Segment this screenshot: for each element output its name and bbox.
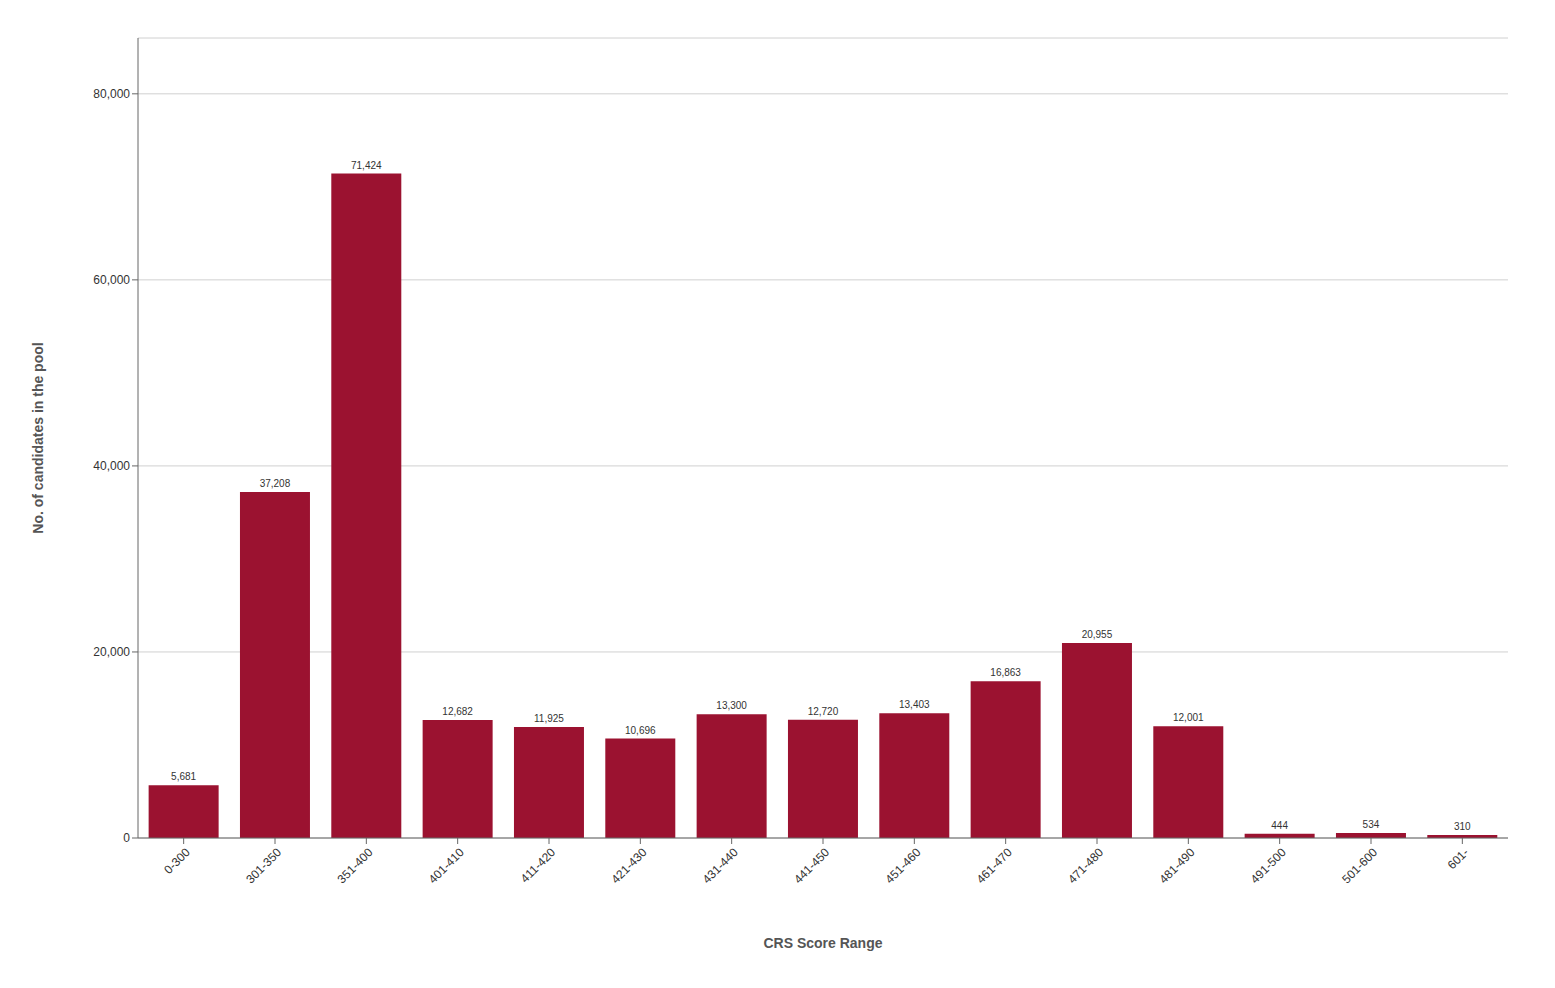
svg-text:80,000: 80,000 <box>93 87 130 101</box>
svg-text:401-410: 401-410 <box>426 845 467 886</box>
svg-text:534: 534 <box>1363 819 1380 830</box>
svg-text:310: 310 <box>1454 821 1471 832</box>
svg-text:5,681: 5,681 <box>171 771 196 782</box>
svg-text:11,925: 11,925 <box>534 713 564 724</box>
svg-text:301-350: 301-350 <box>243 845 284 886</box>
svg-text:71,424: 71,424 <box>351 160 382 171</box>
svg-text:37,208: 37,208 <box>260 478 291 489</box>
svg-text:0: 0 <box>123 831 130 845</box>
svg-text:No. of candidates in the pool: No. of candidates in the pool <box>30 342 46 533</box>
svg-text:40,000: 40,000 <box>93 459 130 473</box>
svg-text:16,863: 16,863 <box>990 667 1021 678</box>
svg-text:471-480: 471-480 <box>1065 845 1106 886</box>
svg-text:60,000: 60,000 <box>93 273 130 287</box>
svg-text:601-: 601- <box>1445 845 1472 872</box>
svg-text:451-460: 451-460 <box>882 845 923 886</box>
svg-text:351-400: 351-400 <box>334 845 375 886</box>
svg-text:CRS Score Range: CRS Score Range <box>763 935 882 951</box>
svg-text:12,001: 12,001 <box>1173 712 1204 723</box>
svg-text:10,696: 10,696 <box>625 725 656 736</box>
svg-text:20,000: 20,000 <box>93 645 130 659</box>
svg-text:12,720: 12,720 <box>808 706 839 717</box>
svg-text:0-300: 0-300 <box>161 845 193 877</box>
svg-text:20,955: 20,955 <box>1082 629 1113 640</box>
svg-text:13,300: 13,300 <box>716 700 747 711</box>
svg-text:13,403: 13,403 <box>899 699 930 710</box>
svg-text:441-450: 441-450 <box>791 845 832 886</box>
svg-text:431-440: 431-440 <box>700 845 741 886</box>
svg-text:444: 444 <box>1271 820 1288 831</box>
svg-text:461-470: 461-470 <box>974 845 1015 886</box>
svg-text:491-500: 491-500 <box>1248 845 1289 886</box>
svg-text:481-490: 481-490 <box>1156 845 1197 886</box>
svg-text:501-600: 501-600 <box>1339 845 1380 886</box>
svg-text:12,682: 12,682 <box>442 706 473 717</box>
svg-text:411-420: 411-420 <box>518 845 559 886</box>
svg-text:421-430: 421-430 <box>608 845 649 886</box>
